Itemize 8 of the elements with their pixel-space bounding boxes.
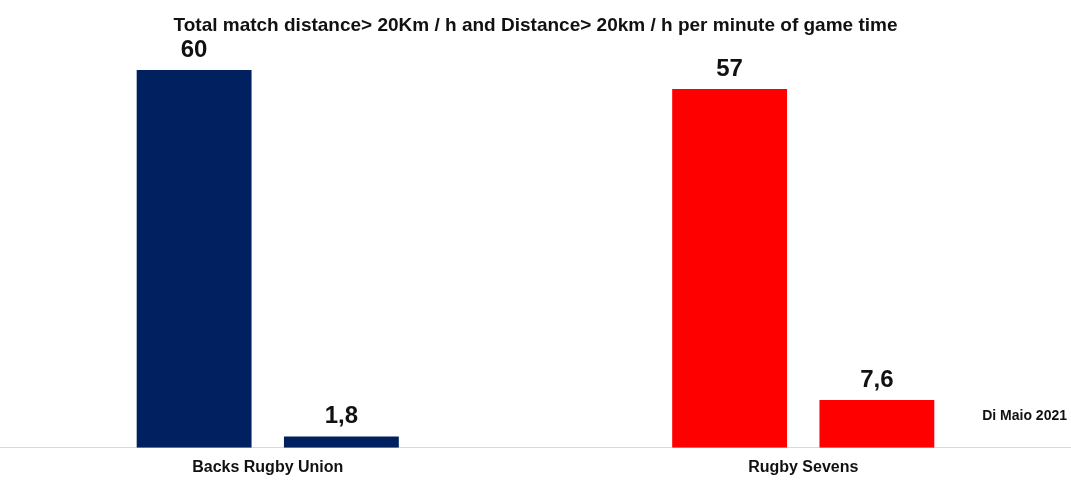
data-label: 7,6 (860, 364, 894, 392)
data-label: 60 (180, 34, 208, 62)
annotation: Di Maio 2021 (982, 406, 1068, 423)
chart-title: Total match distance> 20Km / h and Distance> 20km / h per minute of game time (172, 14, 899, 36)
data-label: 57 (716, 53, 743, 81)
x-tick-label: Rugby Sevens (748, 457, 859, 475)
data-label: 1,8 (324, 401, 359, 429)
x-tick-label: Backs Rugby Union (192, 457, 344, 475)
